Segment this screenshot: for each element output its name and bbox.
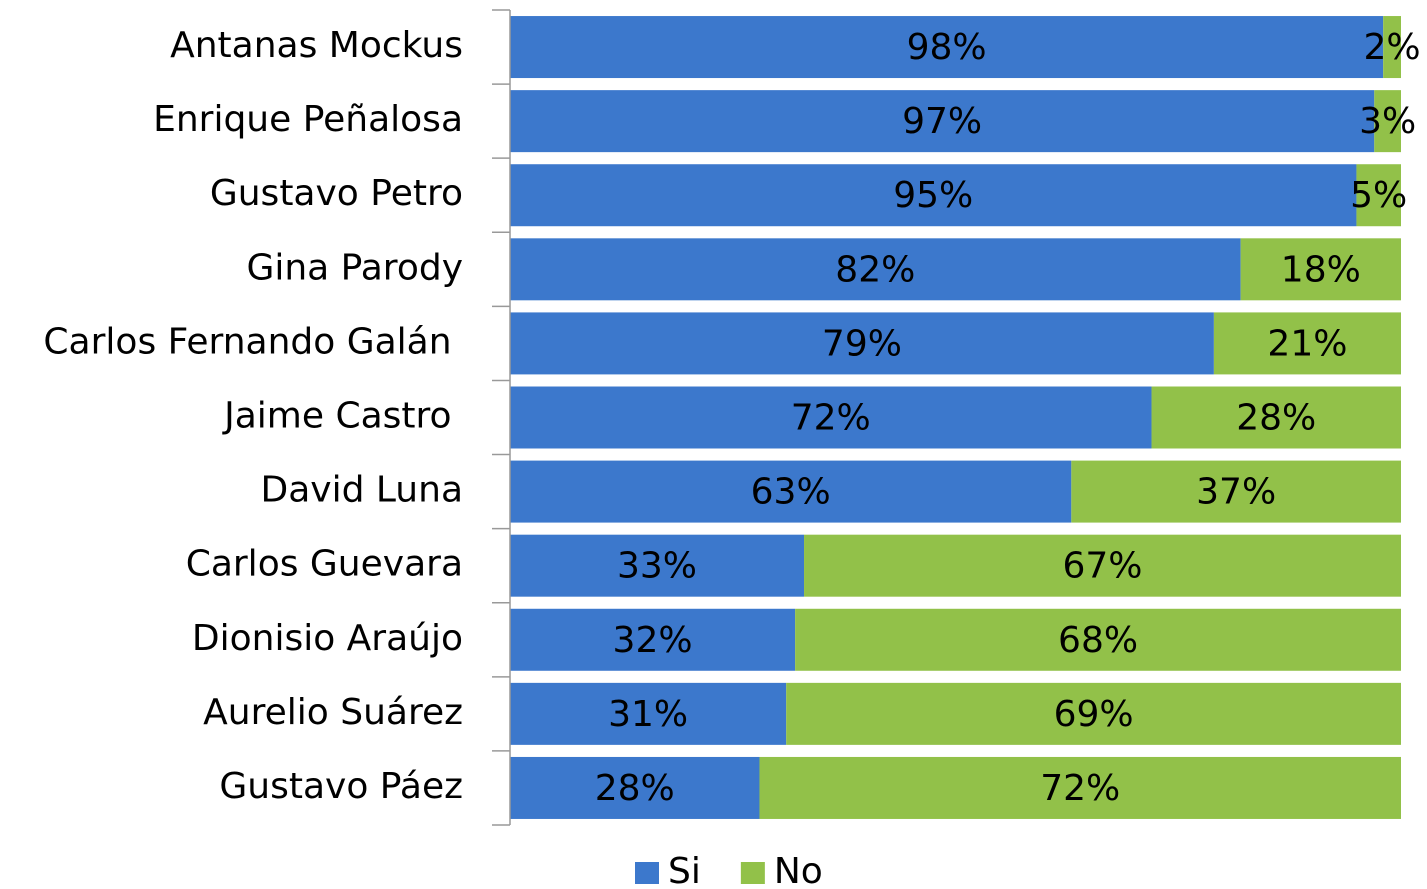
bar-segment xyxy=(786,682,1401,745)
data-label: 28% xyxy=(595,768,675,809)
bar-segment xyxy=(759,756,1401,819)
data-label: 67% xyxy=(1063,546,1143,587)
bar-segment xyxy=(510,238,1241,301)
data-label: 72% xyxy=(791,398,871,439)
bar-segment xyxy=(510,460,1072,523)
bar-segment xyxy=(1071,460,1401,523)
bar-segment xyxy=(1213,312,1401,375)
data-label: 31% xyxy=(608,694,688,735)
y-tick-label: Carlos Guevara xyxy=(186,544,463,585)
data-label: 18% xyxy=(1281,249,1361,290)
data-label: 3% xyxy=(1359,101,1416,142)
data-label: 82% xyxy=(835,249,915,290)
data-label: 63% xyxy=(751,472,831,513)
legend-swatch xyxy=(635,862,659,884)
data-label: 72% xyxy=(1040,768,1120,809)
data-label: 33% xyxy=(617,546,697,587)
bar-segment xyxy=(1240,238,1401,301)
data-label: 28% xyxy=(1236,398,1316,439)
y-tick-label: Gina Parody xyxy=(246,247,463,288)
data-label: 21% xyxy=(1267,323,1347,364)
y-tick-label: Carlos Fernando Galán xyxy=(43,321,463,362)
data-label: 97% xyxy=(902,101,982,142)
data-label: 2% xyxy=(1364,27,1421,68)
y-tick-label: Dionisio Araújo xyxy=(192,618,463,659)
y-tick-label: Gustavo Páez xyxy=(219,766,463,807)
data-label: 5% xyxy=(1350,175,1407,216)
y-tick-label: Jaime Castro xyxy=(222,396,463,437)
bar-segment xyxy=(804,534,1401,597)
data-label: 95% xyxy=(893,175,973,216)
legend-swatch xyxy=(740,862,765,884)
bar-segment xyxy=(510,312,1214,375)
bar-segment xyxy=(510,386,1152,449)
y-tick-label: Enrique Peñalosa xyxy=(153,99,463,140)
y-tick-label: Gustavo Petro xyxy=(210,173,463,214)
bar-segment xyxy=(510,164,1357,227)
legend-label: No xyxy=(774,851,823,889)
data-label: 37% xyxy=(1196,472,1276,513)
data-label: 98% xyxy=(907,27,987,68)
data-label: 79% xyxy=(822,323,902,364)
bar-segment xyxy=(510,16,1384,79)
bar-segment xyxy=(795,608,1401,671)
y-tick-label: Aurelio Suárez xyxy=(203,692,463,733)
bar-segment xyxy=(510,756,760,819)
bar-segment xyxy=(1151,386,1401,449)
data-label: 68% xyxy=(1058,620,1138,661)
bar-segment xyxy=(1356,164,1401,227)
data-label: 32% xyxy=(613,620,693,661)
data-label: 69% xyxy=(1054,694,1134,735)
bar-segment xyxy=(1374,90,1401,153)
bar-segment xyxy=(510,534,805,597)
bar-segment xyxy=(510,608,796,671)
y-tick-label: David Luna xyxy=(261,470,464,511)
bar-segment xyxy=(510,682,787,745)
bar-segment xyxy=(1383,16,1401,79)
legend-label: Si xyxy=(668,851,701,889)
y-tick-label: Antanas Mockus xyxy=(170,25,463,66)
bar-segment xyxy=(510,90,1375,153)
